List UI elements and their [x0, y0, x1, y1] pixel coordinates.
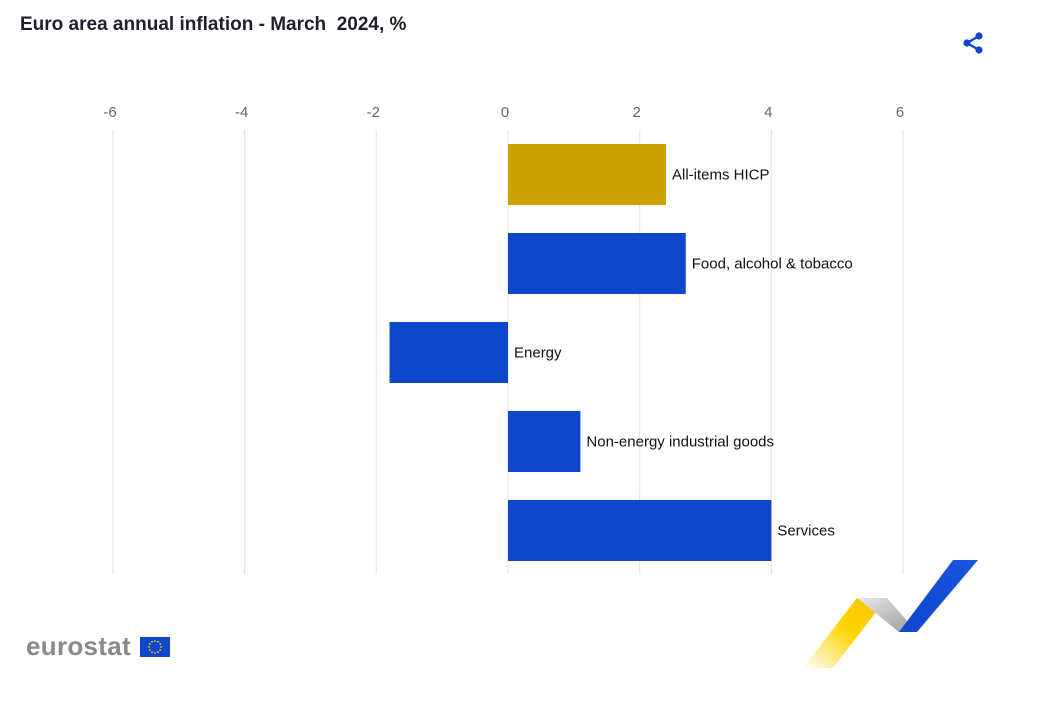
- x-tick-label: 0: [501, 104, 509, 121]
- bar-label: Energy: [514, 345, 562, 362]
- x-tick-label: 6: [896, 104, 904, 121]
- bar[interactable]: [508, 144, 666, 205]
- chart-title: Euro area annual inflation - March 2024,…: [20, 14, 407, 35]
- axis-ticks: -6 -4 -2 0 2 4 6: [103, 104, 904, 121]
- bar[interactable]: [508, 500, 772, 561]
- bar[interactable]: [389, 322, 509, 383]
- bar-chart: -6 -4 -2 0 2 4 6 All-items HICP Food, alcohol &…: [103, 104, 904, 574]
- x-tick-label: -6: [103, 104, 116, 121]
- bar-label: Non-energy industrial goods: [586, 434, 774, 451]
- bar-label: Services: [777, 523, 835, 540]
- eurostat-logo: eurostat: [26, 631, 131, 661]
- bars: [389, 144, 772, 561]
- bar-label: All-items HICP: [672, 167, 770, 184]
- x-tick-label: -4: [235, 104, 248, 121]
- bar[interactable]: [508, 411, 581, 472]
- eurostat-swoosh-graphic: [795, 556, 985, 676]
- bar-label: Food, alcohol & tobacco: [692, 256, 853, 273]
- eu-flag-icon: [140, 637, 170, 657]
- share-icon[interactable]: [960, 30, 986, 56]
- bar-labels: All-items HICP Food, alcohol & tobacco Ene…: [514, 167, 853, 540]
- x-tick-label: 2: [632, 104, 640, 121]
- x-tick-label: -2: [367, 104, 380, 121]
- bar[interactable]: [508, 233, 686, 294]
- x-tick-label: 4: [764, 104, 772, 121]
